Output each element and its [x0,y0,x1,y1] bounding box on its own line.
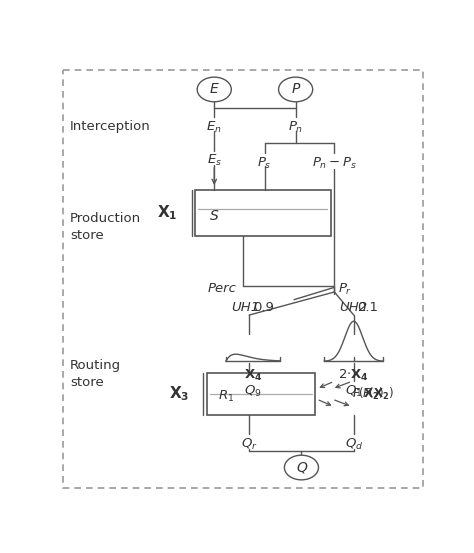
Text: $Q_r$: $Q_r$ [241,437,257,452]
Text: $E_s$: $E_s$ [207,153,222,169]
Text: Routing
store: Routing store [70,359,121,389]
Text: $P_r$: $P_r$ [338,282,353,297]
Text: $\mathbf{X_3}$: $\mathbf{X_3}$ [169,385,190,403]
Text: $2{\cdot}\mathbf{X_4}$: $2{\cdot}\mathbf{X_4}$ [338,367,369,383]
Text: $P_n$: $P_n$ [288,120,303,135]
Text: S: S [210,208,219,223]
Text: 0.9: 0.9 [253,301,274,314]
Text: E: E [210,82,219,96]
Text: UH2: UH2 [340,300,368,314]
Text: $P_s$: $P_s$ [257,156,272,171]
Text: Q: Q [296,461,307,474]
Text: $Q_d$: $Q_d$ [345,437,363,452]
Ellipse shape [197,77,231,102]
Ellipse shape [279,77,313,102]
Text: Production
store: Production store [70,211,141,242]
Text: $E_n$: $E_n$ [207,120,222,135]
Text: P: P [292,82,300,96]
Text: 0.1: 0.1 [357,301,379,314]
Text: UH1: UH1 [231,300,259,314]
Text: $P_n - P_s$: $P_n - P_s$ [312,156,357,171]
Text: Interception: Interception [70,120,151,133]
Text: $R_1$: $R_1$ [218,389,234,404]
Text: $Q_1$: $Q_1$ [345,384,363,399]
Text: $\mathbf{X_1}$: $\mathbf{X_1}$ [157,204,178,222]
Text: $F(\mathbf{X_2})$: $F(\mathbf{X_2})$ [352,386,384,402]
Text: Perc: Perc [208,282,237,295]
Text: $Q_9$: $Q_9$ [244,384,262,399]
Ellipse shape [284,455,319,480]
Text: $F(\mathbf{X_2})$: $F(\mathbf{X_2})$ [362,386,394,402]
Text: $\mathbf{X_4}$: $\mathbf{X_4}$ [244,367,262,383]
Bar [195,190,330,236]
Bar [207,373,315,415]
